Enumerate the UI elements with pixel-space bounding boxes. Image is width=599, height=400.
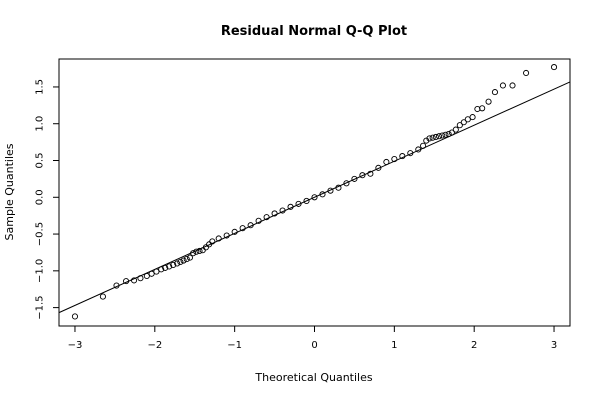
data-point [523, 69, 530, 77]
data-point [429, 134, 436, 141]
data-point [99, 293, 106, 300]
data-point [247, 222, 254, 229]
data-point [474, 105, 481, 113]
data-point [143, 272, 150, 280]
data-point [231, 228, 238, 235]
x-tick-label: 3 [551, 340, 557, 351]
data-point [420, 142, 427, 149]
data-point [215, 235, 222, 242]
data-point [166, 263, 173, 270]
data-point [460, 119, 467, 126]
data-point [131, 277, 138, 284]
data-point [485, 98, 492, 105]
data-point [445, 130, 452, 138]
y-tick-label: 0.5 [35, 153, 46, 169]
data-point [442, 131, 449, 138]
data-point [287, 203, 294, 210]
y-tick-label: −1.5 [35, 295, 46, 319]
y-axis-ticks: −1.5 −1.0 −0.5 0.0 0.5 1.0 1.5 [35, 79, 59, 320]
data-point [499, 82, 506, 89]
data-point [153, 268, 160, 275]
data-point [359, 172, 366, 179]
data-point [174, 260, 181, 267]
data-point [491, 89, 498, 96]
data-point [383, 158, 390, 166]
data-point [295, 200, 302, 207]
qq-reference-line [58, 81, 571, 314]
data-point [448, 129, 455, 136]
data-point [193, 248, 200, 255]
data-point [426, 135, 433, 142]
data-point [432, 133, 439, 141]
data-point [162, 264, 169, 271]
x-axis-ticks: −3 −2 −1 0 1 2 3 [68, 326, 557, 351]
data-point [479, 105, 486, 112]
x-axis-label: Theoretical Quantiles [254, 371, 372, 384]
y-tick-label: −0.5 [35, 222, 46, 246]
data-point [391, 155, 398, 163]
data-point [239, 225, 246, 232]
data-point [456, 122, 463, 129]
data-point [469, 114, 476, 121]
data-point [223, 232, 230, 239]
data-point [464, 116, 471, 123]
data-point [209, 238, 216, 245]
data-point [367, 170, 374, 177]
data-point [196, 247, 203, 255]
x-tick-label: −1 [227, 340, 242, 351]
data-point [279, 207, 286, 214]
data-point [509, 82, 516, 89]
data-point [170, 261, 177, 269]
y-tick-label: 0.0 [35, 189, 46, 205]
data-point [148, 270, 155, 277]
data-point [436, 133, 443, 140]
y-tick-label: −1.0 [35, 259, 46, 283]
y-tick-label: 1.0 [35, 116, 46, 132]
data-point [452, 126, 459, 133]
data-point [183, 256, 190, 263]
data-point [158, 266, 165, 273]
data-point [407, 150, 414, 157]
data-point [186, 254, 193, 261]
y-tick-label: 1.5 [35, 79, 46, 95]
data-point [439, 132, 446, 139]
data-point [180, 257, 187, 264]
data-points [71, 64, 558, 320]
data-point [311, 194, 318, 201]
data-point [177, 258, 184, 266]
data-point [71, 313, 79, 320]
y-axis-label: Sample Quantiles [3, 143, 16, 240]
data-point [137, 275, 144, 282]
data-point [327, 187, 334, 194]
data-point [123, 278, 130, 285]
x-tick-label: 2 [471, 340, 477, 351]
data-point [303, 197, 310, 205]
data-point [351, 175, 358, 182]
chart-title: Residual Normal Q-Q Plot [221, 24, 407, 39]
plot-frame [58, 58, 571, 327]
data-point [263, 214, 270, 221]
data-point [271, 210, 278, 217]
data-point [399, 153, 406, 160]
data-point [343, 180, 350, 187]
data-point [375, 164, 382, 171]
x-tick-label: −2 [147, 340, 162, 351]
x-tick-label: 1 [391, 340, 397, 351]
data-point [550, 64, 558, 71]
data-point [335, 184, 342, 191]
x-tick-label: 0 [311, 340, 317, 351]
data-point [113, 282, 120, 289]
reference-line-group [58, 81, 571, 314]
x-tick-label: −3 [68, 340, 83, 351]
data-point [190, 250, 197, 257]
data-point [255, 217, 262, 224]
data-point [199, 247, 206, 254]
data-point [319, 191, 326, 198]
data-point [415, 146, 422, 153]
